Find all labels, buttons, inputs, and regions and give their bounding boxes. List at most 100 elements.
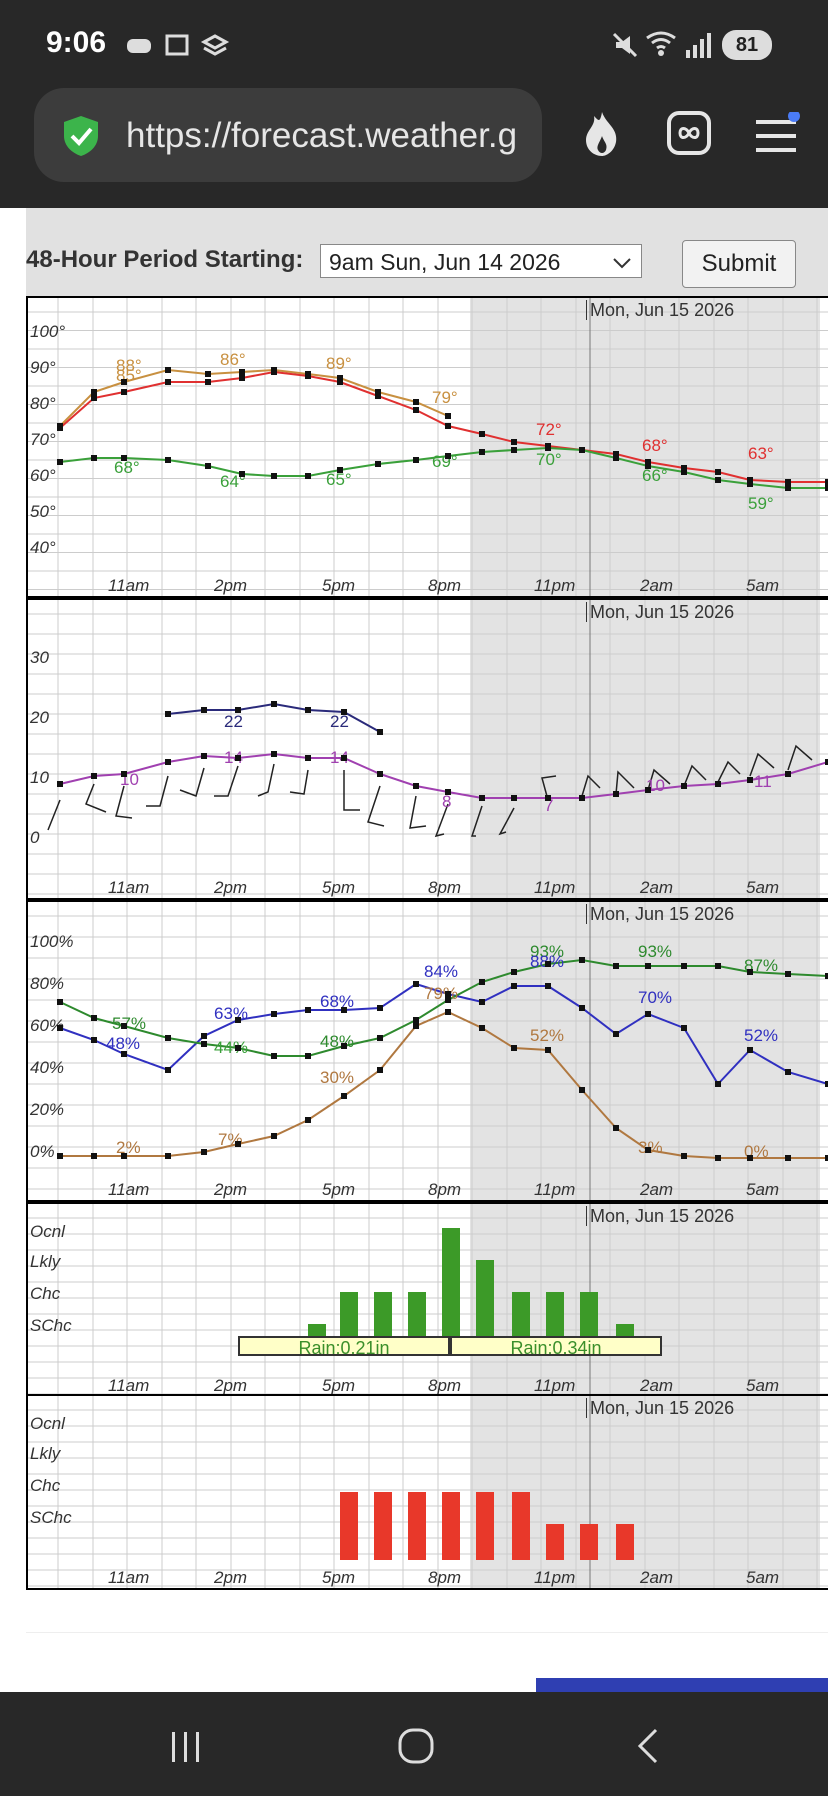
back-icon[interactable]	[630, 1726, 670, 1766]
data-point	[201, 1041, 207, 1047]
data-point	[479, 449, 485, 455]
thunder-bar	[340, 1492, 358, 1560]
data-point	[235, 755, 241, 761]
wifi-icon	[646, 31, 676, 56]
y-tick-label: 70°	[30, 430, 56, 449]
value-label: 48%	[106, 1034, 141, 1053]
chevron-down-icon	[613, 258, 631, 269]
value-label: 68°	[642, 436, 668, 455]
y-tick-label: 0%	[30, 1142, 55, 1161]
data-point	[747, 969, 753, 975]
page-content: 48-Hour Period Starting: 9am Sun, Jun 14…	[0, 208, 828, 1692]
data-point	[785, 771, 791, 777]
data-point	[681, 963, 687, 969]
data-point	[645, 459, 651, 465]
time-tick-label: 11am	[108, 878, 150, 897]
y-tick-label: 60°	[30, 466, 56, 485]
data-point	[305, 707, 311, 713]
data-point	[579, 1005, 585, 1011]
data-point	[785, 485, 791, 491]
y-tick-label: 30	[30, 648, 49, 667]
data-point	[413, 457, 419, 463]
value-label: 85°	[116, 366, 142, 385]
data-point	[785, 971, 791, 977]
submit-button[interactable]: Submit	[682, 240, 796, 288]
data-point	[337, 379, 343, 385]
data-point	[681, 1025, 687, 1031]
data-point	[511, 983, 517, 989]
data-point	[715, 469, 721, 475]
data-point	[271, 751, 277, 757]
data-point	[91, 773, 97, 779]
data-point	[785, 479, 791, 485]
rain-chart	[28, 1204, 828, 1396]
additional-forecast-banner[interactable]	[536, 1678, 828, 1692]
data-point	[377, 1035, 383, 1041]
data-point	[479, 795, 485, 801]
period-select[interactable]: 9am Sun, Jun 14 2026	[320, 244, 642, 278]
recent-apps-icon[interactable]	[166, 1726, 206, 1766]
data-point	[413, 1017, 419, 1023]
time-tick-label: 11pm	[534, 878, 576, 897]
data-point	[511, 969, 517, 975]
time-tick-label: 5pm	[322, 576, 356, 595]
time-tick-label: 11pm	[534, 576, 576, 595]
time-tick-label: 5am	[746, 1180, 780, 1199]
infinity-icon[interactable]	[666, 110, 712, 156]
data-point	[825, 973, 828, 979]
data-point	[681, 469, 687, 475]
y-tick-label: 10	[30, 768, 49, 787]
data-point	[271, 369, 277, 375]
data-point	[445, 423, 451, 429]
y-tick-label: Ocnl	[30, 1222, 65, 1241]
notification-icons	[124, 30, 230, 62]
period-select-value: 9am Sun, Jun 14 2026	[329, 249, 561, 275]
value-label: 93%	[638, 942, 673, 961]
menu-icon[interactable]	[752, 112, 800, 156]
data-point	[341, 1043, 347, 1049]
data-point	[747, 481, 753, 487]
data-point	[341, 1093, 347, 1099]
data-point	[271, 1011, 277, 1017]
data-point	[305, 1007, 311, 1013]
data-point	[375, 389, 381, 395]
browser-toolbar: https://forecast.weather.g	[0, 88, 828, 208]
value-label: 63%	[214, 1004, 249, 1023]
temperature-chart	[28, 298, 828, 596]
data-point	[825, 759, 828, 765]
data-point	[91, 1015, 97, 1021]
home-icon[interactable]	[396, 1726, 436, 1766]
url-text[interactable]: https://forecast.weather.g	[126, 116, 518, 155]
value-label: 59°	[748, 494, 774, 513]
thunder-bar	[442, 1492, 460, 1560]
data-point	[445, 453, 451, 459]
data-point	[511, 439, 517, 445]
data-point	[57, 781, 63, 787]
data-point	[57, 425, 63, 431]
time-tick-label: 5pm	[322, 878, 356, 897]
data-point	[337, 375, 343, 381]
flame-icon[interactable]	[580, 108, 624, 158]
y-tick-label: 80°	[30, 394, 56, 413]
value-label: 69°	[432, 452, 458, 471]
data-point	[511, 795, 517, 801]
time-tick-label: 11pm	[534, 1376, 576, 1395]
data-point	[121, 771, 127, 777]
wind-panel: Mon, Jun 15 2026 11am 2pm 5pm 8pm 11pm 2am 5am…	[26, 598, 828, 900]
data-point	[445, 413, 451, 419]
time-tick-label: 5am	[746, 1568, 780, 1587]
value-label: 52%	[530, 1026, 565, 1045]
time-tick-label: 11pm	[534, 1568, 576, 1587]
data-point	[545, 1047, 551, 1053]
data-point	[681, 783, 687, 789]
data-point	[305, 373, 311, 379]
data-point	[121, 455, 127, 461]
wind-chart	[28, 600, 828, 898]
data-point	[239, 369, 245, 375]
y-tick-label: 100%	[30, 932, 74, 951]
data-point	[305, 755, 311, 761]
value-label: 44%	[214, 1038, 249, 1057]
thunder-panel: Mon, Jun 15 2026 11am 2pm 5pm 8pm 11pm 2am 5am…	[26, 1394, 828, 1590]
address-bar[interactable]: https://forecast.weather.g	[34, 88, 542, 182]
time-tick-label: 11am	[108, 576, 150, 595]
